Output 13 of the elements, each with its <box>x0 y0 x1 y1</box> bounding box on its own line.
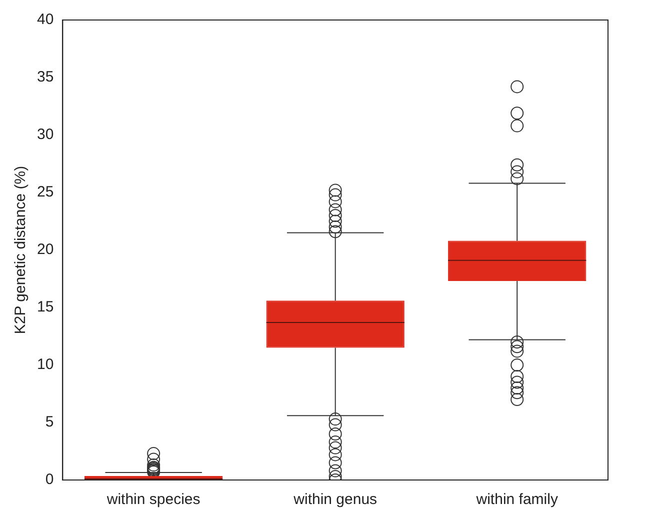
y-tick-label: 30 <box>36 126 54 144</box>
y-tick-label: 5 <box>45 414 54 431</box>
x-tick-label: within genus <box>292 491 378 508</box>
y-tick-label: 35 <box>36 68 54 86</box>
x-tick-label: within family <box>475 491 558 508</box>
y-tick-label: 20 <box>36 241 54 258</box>
y-tick-label: 40 <box>36 11 54 28</box>
y-tick-label: 10 <box>36 356 54 374</box>
y-tick-label: 25 <box>36 184 54 201</box>
y-axis-title: K2P genetic distance (%) <box>12 166 30 334</box>
y-tick-label: 15 <box>36 298 54 316</box>
x-tick-label: within species <box>106 491 200 508</box>
y-tick-label: 0 <box>45 471 54 488</box>
